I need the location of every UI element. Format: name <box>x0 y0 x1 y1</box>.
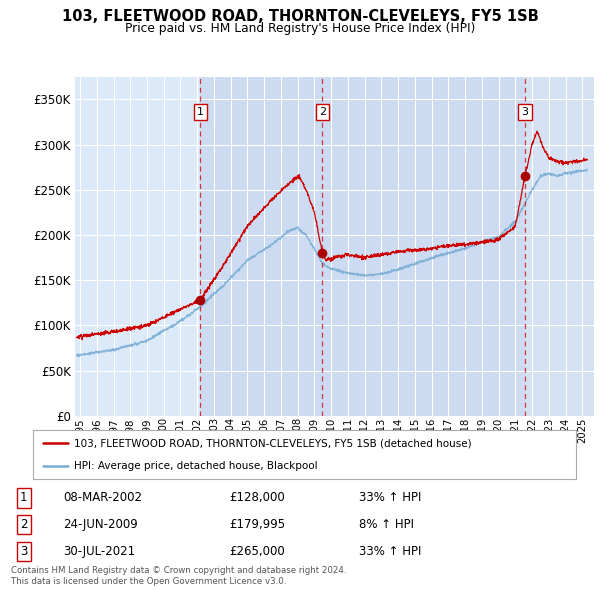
Text: 103, FLEETWOOD ROAD, THORNTON-CLEVELEYS, FY5 1SB (detached house): 103, FLEETWOOD ROAD, THORNTON-CLEVELEYS,… <box>74 438 472 448</box>
Text: 33% ↑ HPI: 33% ↑ HPI <box>359 491 421 504</box>
Text: 3: 3 <box>20 545 27 558</box>
Bar <box>525 77 594 416</box>
Text: 08-MAR-2002: 08-MAR-2002 <box>63 491 142 504</box>
Text: Contains HM Land Registry data © Crown copyright and database right 2024.: Contains HM Land Registry data © Crown c… <box>11 566 346 575</box>
Text: 103, FLEETWOOD ROAD, THORNTON-CLEVELEYS, FY5 1SB: 103, FLEETWOOD ROAD, THORNTON-CLEVELEYS,… <box>62 9 538 24</box>
Text: 8% ↑ HPI: 8% ↑ HPI <box>359 518 413 531</box>
Text: HPI: Average price, detached house, Blackpool: HPI: Average price, detached house, Blac… <box>74 461 317 471</box>
Text: £179,995: £179,995 <box>230 518 286 531</box>
Text: 30-JUL-2021: 30-JUL-2021 <box>63 545 135 558</box>
Text: 3: 3 <box>521 107 529 117</box>
Text: 24-JUN-2009: 24-JUN-2009 <box>63 518 137 531</box>
Text: Price paid vs. HM Land Registry's House Price Index (HPI): Price paid vs. HM Land Registry's House … <box>125 22 475 35</box>
Text: 1: 1 <box>20 491 28 504</box>
Text: 1: 1 <box>197 107 204 117</box>
Bar <box>200 77 322 416</box>
Text: £265,000: £265,000 <box>230 545 286 558</box>
Bar <box>322 77 525 416</box>
Text: This data is licensed under the Open Government Licence v3.0.: This data is licensed under the Open Gov… <box>11 577 286 586</box>
Text: 2: 2 <box>20 518 28 531</box>
Text: £128,000: £128,000 <box>230 491 286 504</box>
Text: 33% ↑ HPI: 33% ↑ HPI <box>359 545 421 558</box>
Text: 2: 2 <box>319 107 326 117</box>
